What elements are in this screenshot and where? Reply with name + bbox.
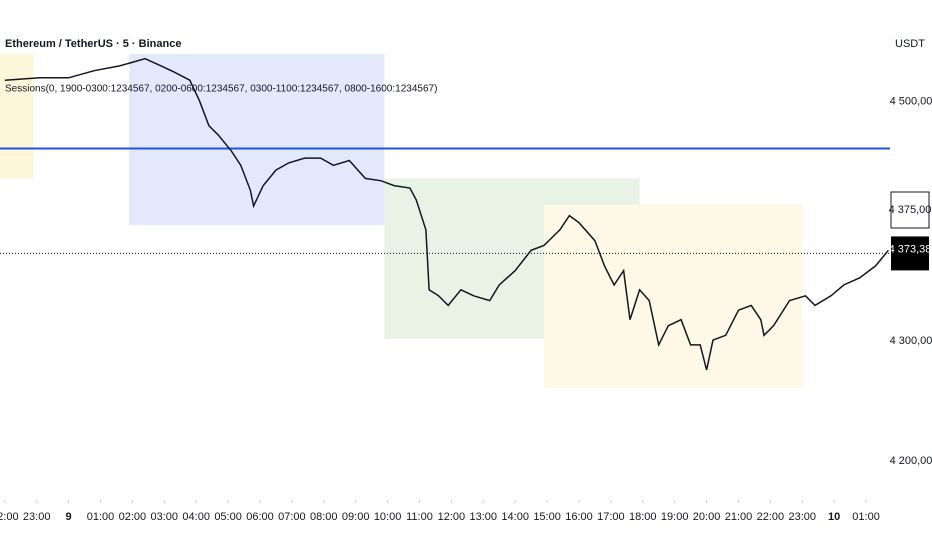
price-line <box>4 57 889 371</box>
x-tick-label: 01:00 <box>852 511 880 523</box>
x-tick-label: 09:00 <box>342 511 370 523</box>
unit-label: USDT <box>895 38 925 50</box>
x-tick-label: 9 <box>66 511 72 523</box>
x-tick-label: 07:00 <box>278 511 306 523</box>
plot <box>0 53 890 389</box>
x-tick-label: 23:00 <box>789 511 817 523</box>
session-box <box>0 53 34 179</box>
x-tick-label: 02:00 <box>119 511 147 523</box>
x-tick-label: 03:00 <box>151 511 179 523</box>
x-tick-label: 12:00 <box>438 511 466 523</box>
x-tick-label: 17:00 <box>597 511 625 523</box>
x-tick-label: 22:00 <box>0 511 19 523</box>
session-box <box>543 204 803 389</box>
x-tick-label: 23:00 <box>23 511 51 523</box>
last-price-box <box>891 236 929 271</box>
x-tick-label: 05:00 <box>214 511 242 523</box>
y-tick-label: 4 200,00 <box>890 455 932 467</box>
y-tick-label: 4 300,00 <box>890 335 932 347</box>
level-box <box>890 191 930 229</box>
last-price-label: 4 373,38 <box>889 243 932 255</box>
x-tick-label: 18:00 <box>629 511 657 523</box>
x-tick-label: 04:00 <box>182 511 210 523</box>
x-tick-label: 21:00 <box>725 511 753 523</box>
x-tick-label: 15:00 <box>533 511 561 523</box>
x-tick-label: 19:00 <box>661 511 689 523</box>
x-tick-label: 11:00 <box>406 511 433 523</box>
x-tick-label: 14:00 <box>501 511 529 523</box>
y-tick-label: 4 500,00 <box>890 96 932 108</box>
x-tick-label: 01:00 <box>87 511 115 523</box>
chart-title: Ethereum / TetherUS · 5 · Binance <box>5 38 181 50</box>
x-tick-label: 22:00 <box>757 511 785 523</box>
x-tick-label: 10:00 <box>374 511 402 523</box>
x-tick-label: 08:00 <box>310 511 338 523</box>
x-tick-label: 10 <box>828 511 840 523</box>
session-box <box>129 53 385 226</box>
x-tick-label: 06:00 <box>246 511 274 523</box>
x-tick-label: 13:00 <box>470 511 498 523</box>
level-label: 4 375,00 <box>889 204 932 216</box>
indicator-label: Sessions(0, 1900-0300:1234567, 0200-0600… <box>5 84 437 95</box>
x-tick-label: 16:00 <box>565 511 593 523</box>
x-tick-label: 20:00 <box>693 511 721 523</box>
